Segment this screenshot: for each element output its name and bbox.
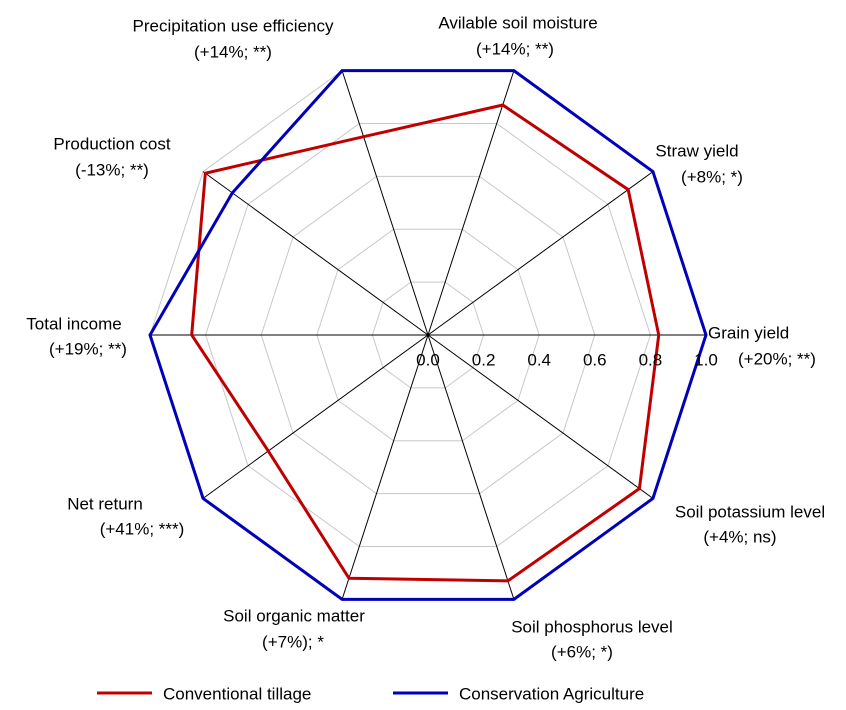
legend-label: Conservation Agriculture xyxy=(459,684,644,703)
r-tick-label: 1.0 xyxy=(694,350,718,369)
category-label: Precipitation use efficiency xyxy=(133,16,334,35)
category-note: (+14%; **) xyxy=(194,42,272,61)
series-line xyxy=(148,69,708,601)
category-label: Total income xyxy=(26,314,121,333)
category-note: (+14%; **) xyxy=(476,39,554,58)
category-note: (+6%; *) xyxy=(551,642,613,661)
category-note: (+8%; *) xyxy=(681,167,743,186)
category-label: Net return xyxy=(67,494,143,513)
category-label: Avilable soil moisture xyxy=(438,13,597,32)
axis-spoke xyxy=(202,171,429,336)
category-note: (-13%; **) xyxy=(75,160,149,179)
r-tick-label: 0.2 xyxy=(472,350,496,369)
category-note: (+41%; ***) xyxy=(100,519,185,538)
axis-spoke xyxy=(427,70,515,336)
category-note: (+20%; **) xyxy=(738,349,816,368)
category-note: (+7%); * xyxy=(262,632,324,651)
category-note: (+19%; **) xyxy=(49,339,127,358)
axis-spoke xyxy=(427,334,515,600)
axis-spoke xyxy=(427,171,654,336)
category-label: Production cost xyxy=(53,134,170,153)
r-tick-label: 0.0 xyxy=(416,350,440,369)
category-label: Straw yield xyxy=(655,141,738,160)
category-label: Soil organic matter xyxy=(223,606,365,625)
axis-spoke xyxy=(341,334,429,600)
category-label: Grain yield xyxy=(708,323,789,342)
series-line xyxy=(190,103,661,583)
category-label: Soil potassium level xyxy=(675,502,825,521)
axis-spoke xyxy=(202,334,429,499)
axis-spoke xyxy=(427,334,654,499)
r-tick-label: 0.8 xyxy=(639,350,663,369)
axis-spoke xyxy=(341,70,429,336)
category-note: (+4%; ns) xyxy=(703,527,776,546)
legend-label: Conventional tillage xyxy=(163,684,311,703)
category-label: Soil phosphorus level xyxy=(511,617,673,636)
r-tick-label: 0.4 xyxy=(527,350,551,369)
r-tick-label: 0.6 xyxy=(583,350,607,369)
